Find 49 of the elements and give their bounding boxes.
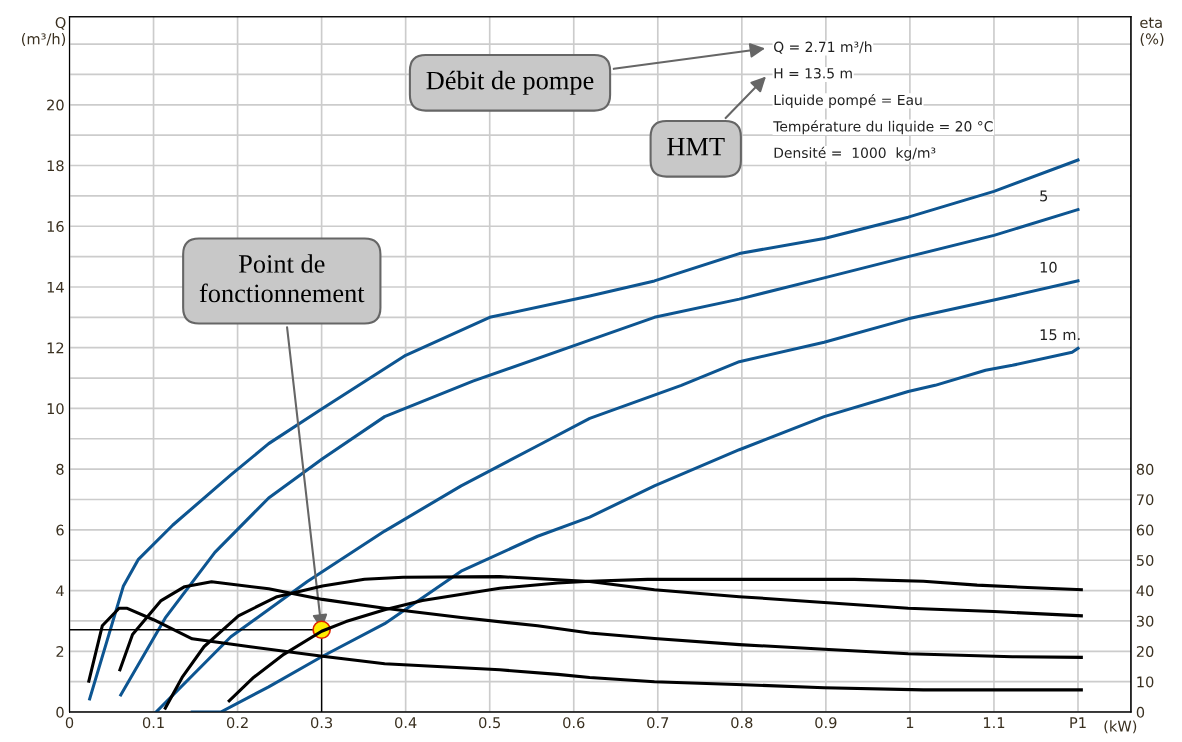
y2-axis-title: eta (%) bbox=[1140, 17, 1164, 47]
y-tick-label: 8 bbox=[56, 463, 64, 475]
x-tick-label: 0.2 bbox=[226, 717, 248, 729]
y-tick-label: 16 bbox=[47, 220, 64, 232]
x-tick-label: 1 bbox=[906, 717, 914, 728]
annotation: Liquide pompé = Eau bbox=[774, 93, 922, 108]
x-tick-label: 0.3 bbox=[310, 717, 333, 729]
y-tick-label: 12 bbox=[47, 342, 64, 354]
y2-tick-label: 40 bbox=[1136, 585, 1154, 597]
annotation: Q = 2.71 m³/h bbox=[774, 41, 872, 54]
x-tick-label: 1.1 bbox=[983, 717, 1005, 728]
y-tick-label: 14 bbox=[47, 281, 64, 293]
y-tick-label: 20 bbox=[47, 99, 64, 111]
x-tick-label: 0.7 bbox=[647, 717, 669, 729]
annotation: H = 13.5 m bbox=[774, 68, 852, 79]
annotation: Débit de pompe bbox=[426, 70, 594, 95]
x-tick-label: 0.4 bbox=[395, 717, 417, 729]
series-label: 10 bbox=[1040, 261, 1057, 273]
y-tick-label: 10 bbox=[47, 403, 64, 415]
y-tick-label: 2 bbox=[56, 646, 64, 657]
y2-tick-label: 0 bbox=[1136, 706, 1145, 718]
annotation: Température du liquide = 20 °C bbox=[773, 120, 993, 135]
x-tick-label: 0.6 bbox=[563, 717, 585, 729]
y2-tick-label: 50 bbox=[1136, 554, 1154, 566]
x-tick-label: 0.5 bbox=[479, 717, 501, 729]
x-axis-title: (kW) bbox=[1104, 720, 1137, 734]
y-tick-label: 18 bbox=[47, 160, 64, 172]
y2-tick-label: 70 bbox=[1136, 494, 1154, 506]
x-tick-label: 0.9 bbox=[815, 717, 837, 729]
line-series bbox=[154, 279, 1080, 713]
y2-tick-label: 30 bbox=[1136, 615, 1154, 627]
x-tick-label: P1 bbox=[1070, 717, 1086, 728]
y-tick-label: 0 bbox=[56, 706, 64, 718]
y-tick-label: 4 bbox=[56, 585, 64, 597]
line-series bbox=[190, 346, 1080, 713]
series-label: 5 bbox=[1040, 190, 1048, 202]
y2-tick-label: 20 bbox=[1136, 646, 1154, 658]
y2-tick-label: 10 bbox=[1137, 676, 1154, 688]
series-label: 15 m. bbox=[1040, 329, 1080, 341]
annotation: HMT bbox=[667, 137, 725, 156]
y-tick-label: 6 bbox=[56, 524, 64, 536]
y-axis-title: Q (m³/h) bbox=[21, 17, 66, 47]
y2-tick-label: 80 bbox=[1136, 463, 1154, 475]
annotation: Point de fonctionnement bbox=[199, 254, 365, 303]
annotation: Densité = 1000 kg/m³ bbox=[774, 146, 936, 161]
x-tick-label: 0.8 bbox=[731, 717, 753, 729]
x-tick-label: 0 bbox=[65, 717, 74, 729]
x-tick-label: 0.1 bbox=[142, 717, 164, 729]
y2-tick-label: 60 bbox=[1136, 524, 1154, 536]
